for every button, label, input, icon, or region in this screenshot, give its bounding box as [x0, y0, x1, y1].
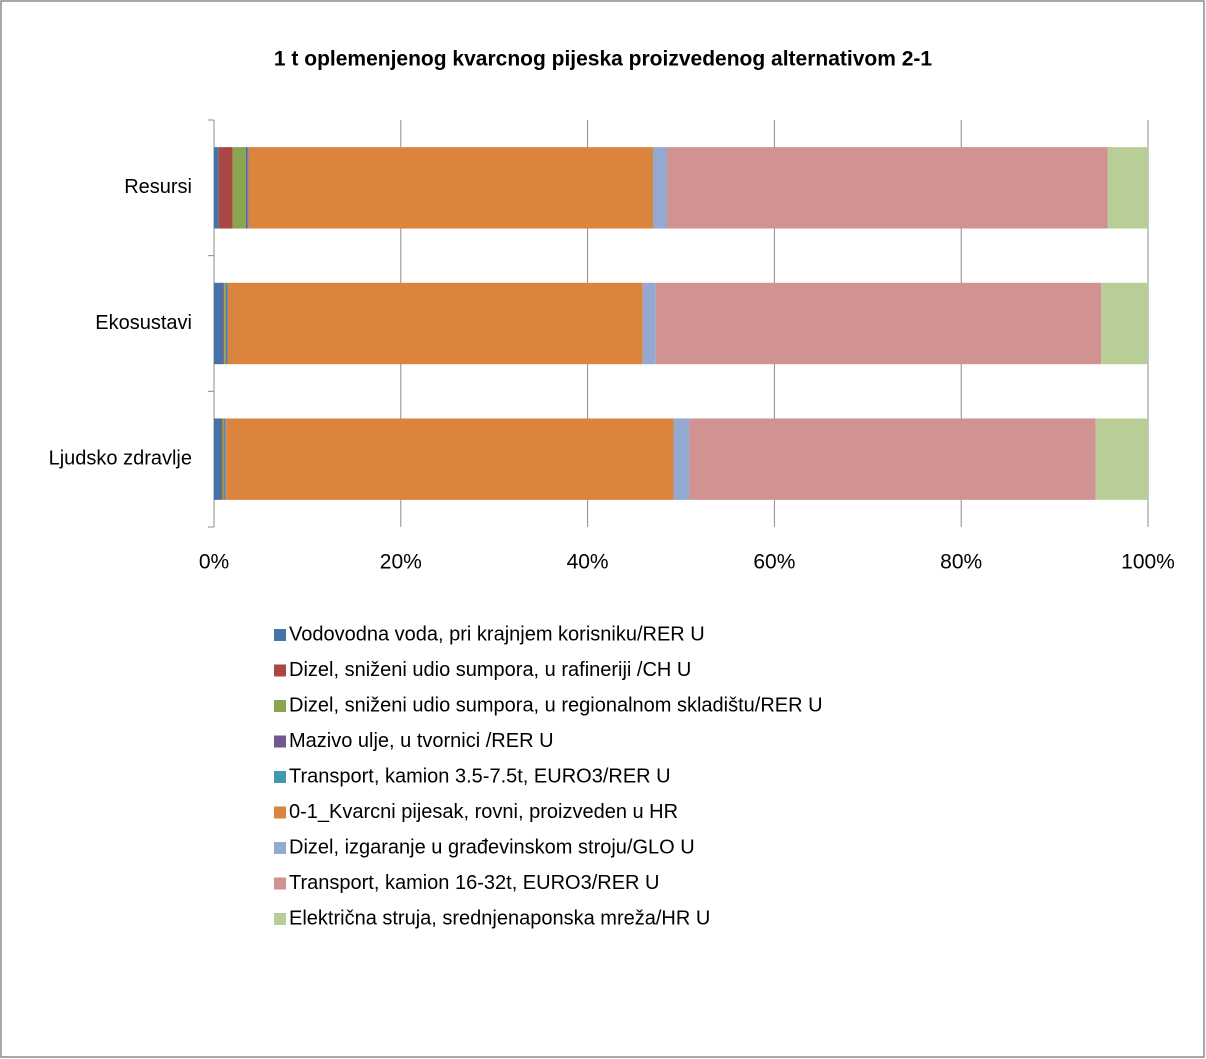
legend-label: Vodovodna voda, pri krajnjem korisniku/R…	[289, 623, 705, 645]
legend-swatch	[274, 629, 286, 641]
y-tick-label: Ekosustavi	[95, 312, 192, 334]
legend-swatch	[274, 913, 286, 925]
legend-swatch	[274, 877, 286, 890]
bar-segment	[673, 418, 690, 500]
x-tick-label: 20%	[380, 551, 422, 574]
bar-segment	[666, 147, 1108, 229]
legend-swatch	[274, 735, 286, 748]
bar-segment	[225, 418, 227, 500]
legend-swatch	[274, 700, 286, 712]
x-tick-label: 40%	[567, 551, 609, 574]
bar-segment	[226, 282, 228, 365]
legend-label: Električna struja, srednjenaponska mreža…	[289, 907, 710, 929]
bar-segment	[247, 147, 249, 229]
bar-segment	[214, 418, 222, 500]
x-tick-label: 80%	[940, 551, 982, 574]
bar-segment	[228, 282, 643, 365]
bar-segment	[1101, 282, 1148, 365]
bar-segment	[224, 282, 227, 365]
y-tick-label: Ljudsko zdravlje	[49, 447, 192, 469]
bar-segment	[1095, 418, 1148, 500]
legend-label: Transport, kamion 3.5-7.5t, EURO3/RER U	[289, 765, 671, 787]
bar-segment	[218, 147, 233, 229]
bar-segment	[1107, 147, 1148, 229]
legend-label: Dizel, sniženi udio sumpora, u regionaln…	[289, 694, 823, 716]
legend-swatch	[274, 664, 286, 677]
bar-segment	[227, 282, 229, 365]
bar-segment	[245, 147, 248, 229]
legend-swatch	[274, 806, 286, 819]
x-tick-label: 60%	[753, 551, 795, 574]
legend-swatch	[274, 842, 286, 854]
bar-segment	[655, 282, 1102, 365]
legend-label: Dizel, izgaranje u građevinskom stroju/G…	[289, 836, 695, 858]
bar-segment	[652, 147, 667, 229]
bar-segment	[214, 147, 219, 229]
bar-segment	[214, 282, 224, 365]
legend-label: Transport, kamion 16-32t, EURO3/RER U	[289, 872, 660, 894]
bar-segment	[226, 418, 674, 500]
bar-segment	[689, 418, 1096, 500]
legend-label: 0-1_Kvarcni pijesak, rovni, proizveden u…	[289, 801, 678, 823]
legend-swatch	[274, 771, 286, 783]
bar-segment	[221, 418, 223, 500]
bar-segment	[223, 282, 225, 365]
x-tick-label: 0%	[199, 551, 229, 574]
x-tick-label: 100%	[1121, 551, 1175, 574]
bar-segment	[222, 418, 225, 500]
y-tick-label: Resursi	[124, 176, 192, 198]
bar-segment	[224, 418, 226, 500]
chart-title: 1 t oplemenjenog kvarcnog pijeska proizv…	[274, 48, 932, 71]
legend-label: Dizel, sniženi udio sumpora, u rafinerij…	[289, 659, 691, 681]
bar-segment	[248, 147, 653, 229]
legend-label: Mazivo ulje, u tvornici /RER U	[289, 730, 554, 752]
bar-segment	[232, 147, 246, 229]
bar-segment	[642, 282, 656, 365]
